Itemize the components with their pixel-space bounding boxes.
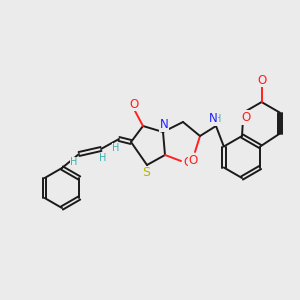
Text: H: H — [70, 157, 78, 167]
Text: N: N — [208, 112, 217, 125]
Text: H: H — [214, 114, 222, 124]
Text: H: H — [112, 143, 120, 153]
Text: N: N — [160, 118, 168, 131]
Text: O: O — [188, 154, 198, 166]
Text: O: O — [129, 98, 139, 110]
Text: H: H — [99, 153, 107, 163]
Text: O: O — [257, 74, 266, 87]
Text: S: S — [142, 167, 150, 179]
Text: O: O — [242, 111, 251, 124]
Text: O: O — [183, 157, 193, 169]
